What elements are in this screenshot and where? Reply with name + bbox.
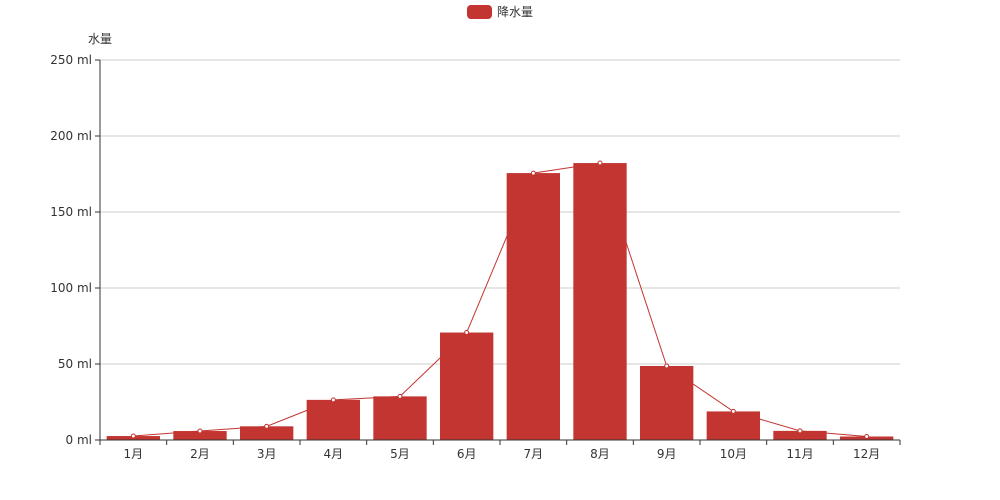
- y-axis-title: 水量: [88, 32, 112, 46]
- line-point-10[interactable]: [730, 408, 736, 414]
- line-point-2[interactable]: [197, 428, 203, 434]
- legend[interactable]: 降水量: [467, 5, 533, 19]
- legend-label[interactable]: 降水量: [497, 5, 533, 19]
- x-tick-label-5: 5月: [390, 447, 410, 461]
- line-point-7[interactable]: [530, 170, 536, 176]
- x-tick-label-10: 10月: [720, 447, 747, 461]
- grid-lines: [100, 59, 900, 365]
- line-point-5[interactable]: [397, 393, 403, 399]
- y-tick-label-5: 250 ml: [50, 53, 92, 67]
- series-line: [133, 162, 867, 438]
- bar-9[interactable]: [640, 365, 694, 440]
- line-point-8[interactable]: [597, 160, 603, 166]
- x-tick-label-3: 3月: [257, 447, 277, 461]
- x-tick-label-6: 6月: [457, 447, 477, 461]
- line-series: [130, 160, 870, 440]
- x-tick-label-1: 1月: [124, 447, 144, 461]
- x-tick-label-9: 9月: [657, 447, 677, 461]
- y-tick-label-2: 100 ml: [50, 281, 92, 295]
- y-tick-label-0: 0 ml: [66, 433, 92, 447]
- bar-11[interactable]: [773, 430, 827, 440]
- line-point-12[interactable]: [864, 434, 870, 440]
- x-tick-label-7: 7月: [524, 447, 544, 461]
- y-tick-label-3: 150 ml: [50, 205, 92, 219]
- bar-10[interactable]: [706, 411, 760, 440]
- y-tick-labels: 0 ml 50 ml 100 ml 150 ml 200 ml 250 ml: [50, 53, 92, 447]
- axes: [95, 59, 901, 445]
- x-tick-label-4: 4月: [324, 447, 344, 461]
- x-tick-label-12: 12月: [853, 447, 880, 461]
- y-tick-label-4: 200 ml: [50, 129, 92, 143]
- line-point-6[interactable]: [464, 330, 470, 336]
- x-tick-label-11: 11月: [786, 447, 813, 461]
- bar-7[interactable]: [506, 173, 560, 440]
- line-point-11[interactable]: [797, 428, 803, 434]
- bar-3[interactable]: [240, 426, 294, 440]
- line-point-9[interactable]: [664, 363, 670, 369]
- legend-swatch[interactable]: [467, 5, 492, 19]
- bar-8[interactable]: [573, 163, 627, 440]
- line-point-3[interactable]: [264, 423, 270, 429]
- bar-series: [106, 163, 894, 440]
- bar-5[interactable]: [373, 396, 427, 440]
- line-point-1[interactable]: [130, 433, 136, 439]
- x-tick-label-2: 2月: [190, 447, 210, 461]
- line-point-4[interactable]: [330, 397, 336, 403]
- x-tick-labels: 1月 2月 3月 4月 5月 6月 7月 8月 9月 10月 11月 12月: [124, 447, 881, 461]
- x-tick-label-8: 8月: [590, 447, 610, 461]
- bar-2[interactable]: [173, 431, 227, 440]
- y-tick-label-1: 50 ml: [58, 357, 92, 371]
- bar-4[interactable]: [306, 399, 360, 440]
- bar-6[interactable]: [440, 332, 494, 440]
